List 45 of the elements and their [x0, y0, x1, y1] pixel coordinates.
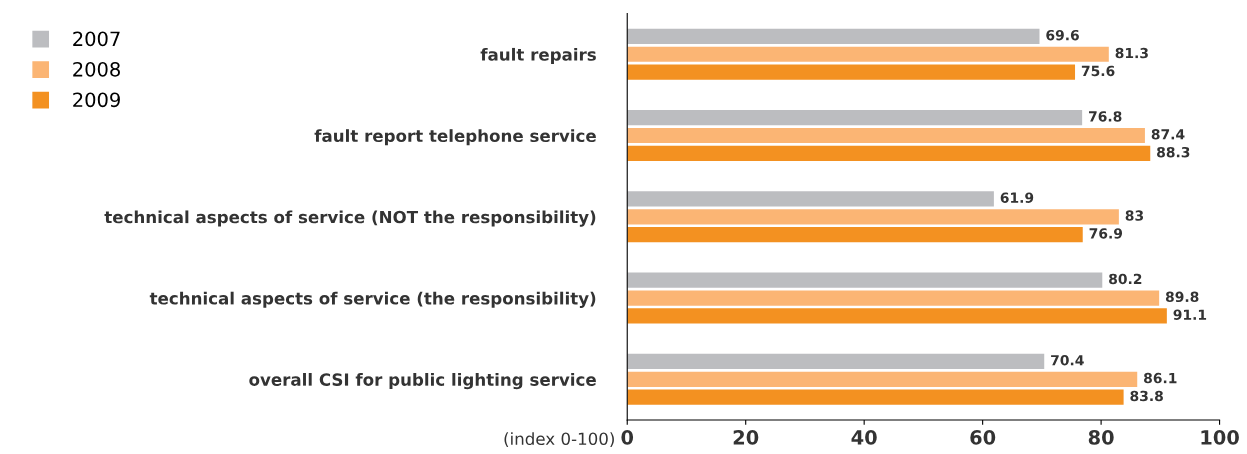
data-label: 86.1 — [1144, 372, 1177, 384]
bar — [627, 110, 1083, 126]
x-axis-title: (index 0-100) — [504, 432, 614, 448]
data-label: 91.1 — [1173, 309, 1207, 320]
data-label: 61.9 — [1000, 192, 1034, 203]
bar — [627, 28, 1040, 44]
x-tick-label: 100 — [1201, 430, 1239, 445]
data-label: 76.9 — [1089, 228, 1123, 239]
bar — [627, 127, 1145, 144]
data-label: 81.3 — [1115, 47, 1148, 59]
legend-label: 2007 — [73, 31, 120, 47]
data-label: 88.3 — [1157, 146, 1190, 158]
data-label: 76.8 — [1089, 111, 1122, 122]
data-label: 80.2 — [1109, 273, 1142, 285]
bar — [627, 64, 1076, 80]
data-label: 87.4 — [1151, 129, 1185, 140]
data-label: 83.8 — [1130, 390, 1163, 402]
y-tick-label: overall CSI for public lighting service — [249, 372, 596, 390]
bar — [627, 389, 1124, 405]
bar — [627, 191, 994, 207]
bar — [627, 209, 1119, 225]
y-tick-label: fault repairs — [480, 47, 596, 65]
bar — [627, 290, 1160, 306]
data-label: 89.8 — [1165, 291, 1199, 303]
bar — [627, 46, 1109, 62]
data-label: 70.4 — [1051, 354, 1084, 366]
bar — [627, 227, 1083, 243]
y-tick-label: technical aspects of service (NOT the responsibility) — [104, 210, 596, 227]
data-label: 69.6 — [1046, 29, 1079, 41]
bar — [627, 308, 1167, 324]
bar — [627, 353, 1045, 370]
data-label: 83 — [1125, 210, 1144, 221]
bar — [627, 272, 1103, 288]
y-tick-label: technical aspects of service (the responsibility) — [149, 291, 596, 308]
bar — [627, 371, 1138, 387]
x-tick-label: 20 — [733, 430, 759, 445]
x-tick-label: 60 — [970, 430, 996, 445]
legend-label: 2008 — [73, 61, 120, 77]
legend-label: 2009 — [73, 92, 120, 108]
y-tick-label: fault report telephone service — [314, 129, 596, 146]
x-tick-label: 40 — [851, 430, 877, 445]
bar — [627, 145, 1151, 161]
x-tick-label: 0 — [621, 430, 634, 445]
data-label: 75.6 — [1081, 65, 1115, 77]
x-tick-label: 80 — [1088, 430, 1114, 445]
